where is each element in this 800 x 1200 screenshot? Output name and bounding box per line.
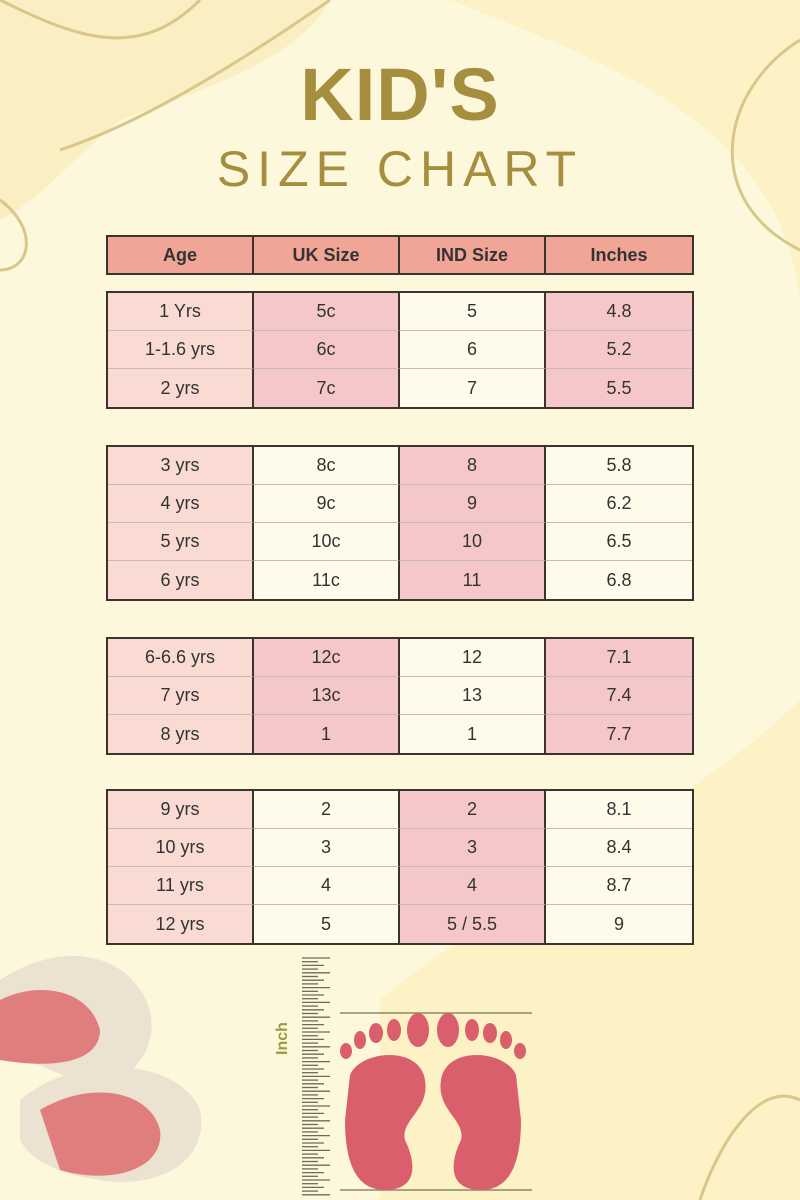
size-group-table: 9 yrs 2 2 8.1 10 yrs 3 3 8.4 11 yrs 4 4 8.7 12 yrs 5 5… bbox=[106, 789, 694, 945]
cell-ind-size: 13 bbox=[400, 677, 546, 715]
size-group-table: 1 Yrs 5c 5 4.8 1-1.6 yrs 6c 6 5.2 2 yrs 7c 7 5.5 bbox=[106, 291, 694, 409]
cell-uk-size: 8c bbox=[254, 447, 400, 485]
header-ind-size: IND Size bbox=[400, 237, 546, 273]
cell-age: 10 yrs bbox=[108, 829, 254, 867]
cell-ind-size: 10 bbox=[400, 523, 546, 561]
cell-inches: 5.5 bbox=[546, 369, 692, 407]
cell-uk-size: 5 bbox=[254, 905, 400, 943]
header-uk-size: UK Size bbox=[254, 237, 400, 273]
cell-age: 6 yrs bbox=[108, 561, 254, 599]
cell-ind-size: 5 bbox=[400, 293, 546, 331]
cell-uk-size: 1 bbox=[254, 715, 400, 753]
cell-inches: 7.1 bbox=[546, 639, 692, 677]
cell-uk-size: 11c bbox=[254, 561, 400, 599]
cell-ind-size: 5 / 5.5 bbox=[400, 905, 546, 943]
cell-uk-size: 2 bbox=[254, 791, 400, 829]
cell-ind-size: 2 bbox=[400, 791, 546, 829]
cell-ind-size: 3 bbox=[400, 829, 546, 867]
shoe-illustration bbox=[0, 956, 202, 1182]
cell-ind-size: 1 bbox=[400, 715, 546, 753]
cell-inches: 7.7 bbox=[546, 715, 692, 753]
left-foot-icon bbox=[340, 1013, 429, 1190]
cell-age: 7 yrs bbox=[108, 677, 254, 715]
cell-age: 1-1.6 yrs bbox=[108, 331, 254, 369]
cell-uk-size: 7c bbox=[254, 369, 400, 407]
cell-age: 1 Yrs bbox=[108, 293, 254, 331]
cell-ind-size: 7 bbox=[400, 369, 546, 407]
cell-ind-size: 12 bbox=[400, 639, 546, 677]
cell-age: 11 yrs bbox=[108, 867, 254, 905]
cell-age: 4 yrs bbox=[108, 485, 254, 523]
cell-uk-size: 13c bbox=[254, 677, 400, 715]
cell-inches: 9 bbox=[546, 905, 692, 943]
cell-inches: 7.4 bbox=[546, 677, 692, 715]
cell-inches: 6.8 bbox=[546, 561, 692, 599]
cell-age: 3 yrs bbox=[108, 447, 254, 485]
ruler-icon bbox=[302, 957, 330, 1196]
cell-inches: 8.1 bbox=[546, 791, 692, 829]
cell-ind-size: 6 bbox=[400, 331, 546, 369]
cell-ind-size: 8 bbox=[400, 447, 546, 485]
cell-uk-size: 6c bbox=[254, 331, 400, 369]
cell-inches: 8.7 bbox=[546, 867, 692, 905]
cell-age: 5 yrs bbox=[108, 523, 254, 561]
cell-inches: 6.2 bbox=[546, 485, 692, 523]
cell-age: 2 yrs bbox=[108, 369, 254, 407]
header-age: Age bbox=[108, 237, 254, 273]
cell-uk-size: 9c bbox=[254, 485, 400, 523]
cell-inches: 6.5 bbox=[546, 523, 692, 561]
cell-inches: 5.8 bbox=[546, 447, 692, 485]
cell-age: 6-6.6 yrs bbox=[108, 639, 254, 677]
cell-inches: 4.8 bbox=[546, 293, 692, 331]
table-header: Age UK Size IND Size Inches bbox=[106, 235, 694, 275]
right-foot-icon bbox=[437, 1013, 526, 1190]
size-group-table: 6-6.6 yrs 12c 12 7.1 7 yrs 13c 13 7.4 8 yrs 1 1 7.7 bbox=[106, 637, 694, 755]
cell-age: 8 yrs bbox=[108, 715, 254, 753]
cell-uk-size: 4 bbox=[254, 867, 400, 905]
cell-ind-size: 4 bbox=[400, 867, 546, 905]
cell-inches: 8.4 bbox=[546, 829, 692, 867]
cell-ind-size: 9 bbox=[400, 485, 546, 523]
header-inches: Inches bbox=[546, 237, 692, 273]
cell-age: 12 yrs bbox=[108, 905, 254, 943]
cell-uk-size: 5c bbox=[254, 293, 400, 331]
cell-uk-size: 10c bbox=[254, 523, 400, 561]
cell-ind-size: 11 bbox=[400, 561, 546, 599]
title-size-chart: SIZE CHART bbox=[216, 141, 584, 197]
size-group-table: 3 yrs 8c 8 5.8 4 yrs 9c 9 6.2 5 yrs 10c 10 6.5 6 yrs… bbox=[106, 445, 694, 601]
cell-uk-size: 12c bbox=[254, 639, 400, 677]
cell-uk-size: 3 bbox=[254, 829, 400, 867]
title-kids: KID'S bbox=[300, 53, 500, 136]
cell-age: 9 yrs bbox=[108, 791, 254, 829]
cell-inches: 5.2 bbox=[546, 331, 692, 369]
